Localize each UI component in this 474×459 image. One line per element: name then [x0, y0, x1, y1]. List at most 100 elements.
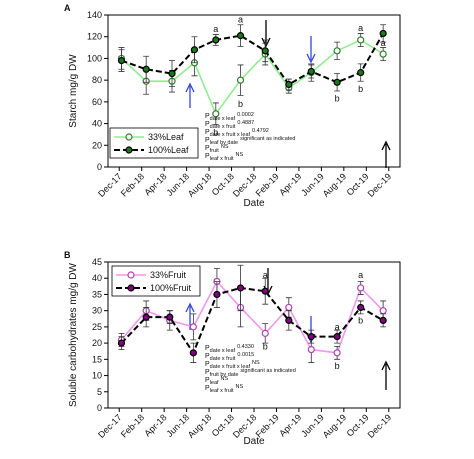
stat-p: P [205, 361, 210, 368]
arrow [381, 140, 391, 168]
series-line [120, 39, 384, 116]
marker [285, 303, 293, 312]
significance-letter: b [238, 99, 243, 109]
series-line [120, 280, 384, 354]
y-tick-label: 80 [92, 75, 102, 85]
stat-line: Pleaf by datesignificant as indicated [205, 136, 295, 146]
stat-line: PfruitNS [205, 144, 229, 154]
y-tick-label: 120 [87, 32, 102, 42]
marker [117, 56, 126, 65]
arrow [185, 82, 195, 108]
marker [261, 287, 269, 295]
stat-line: Pdate x fruit x leafNS [205, 360, 260, 370]
marker [285, 316, 293, 324]
legend-marker [127, 284, 135, 292]
stat-line: Pdate x leaf0.4330 [205, 344, 254, 354]
significance-letter: a [238, 14, 243, 24]
stat-value: significant as indicated [240, 136, 295, 142]
stat-value: 0.4887 [237, 120, 254, 126]
marker [357, 303, 365, 312]
legend-box [111, 265, 201, 297]
stat-value: 0.0015 [237, 352, 254, 358]
stat-p: P [205, 137, 210, 144]
stat-line: Pleaf x fruitNS [205, 152, 243, 162]
stat-sub: date x fruit x leaf [210, 364, 251, 370]
y-axis-title: Starch mg/g DW [68, 54, 79, 128]
legend-label: 100%Fruit [150, 283, 192, 293]
legend-label: 33%Leaf [148, 132, 184, 142]
y-tick-label: 60 [92, 97, 102, 107]
y-tick-label: 35 [92, 289, 102, 299]
stat-line: Pdate x fruit x leaf0.4792 [205, 128, 269, 138]
marker [379, 29, 387, 38]
legend-marker [125, 146, 133, 154]
stat-line: Pdate x leaf0.0002 [205, 112, 254, 122]
marker [189, 323, 197, 331]
significance-letter: b [335, 94, 340, 104]
y-tick-label: 0 [97, 403, 102, 413]
marker [333, 47, 341, 55]
significance-letter: a [263, 270, 268, 280]
marker [117, 339, 126, 347]
marker [379, 307, 387, 315]
legend-label: 33%Fruit [150, 270, 187, 280]
significance-letter: a [335, 322, 340, 332]
legend-marker [127, 271, 135, 279]
stat-p: P [205, 385, 210, 392]
series-line [120, 286, 384, 355]
significance-letter: b [358, 315, 363, 325]
marker [307, 333, 315, 341]
stat-p: P [205, 145, 210, 152]
arrow [306, 36, 316, 64]
marker [357, 68, 365, 77]
stat-value: 0.4330 [237, 344, 254, 350]
stat-value: NS [236, 152, 244, 158]
marker [357, 36, 365, 44]
stat-p: P [205, 377, 210, 384]
significance-letter: a [358, 23, 363, 33]
marker [142, 313, 150, 321]
marker [142, 65, 150, 73]
marker [190, 46, 199, 54]
marker [333, 78, 341, 86]
panel-label: A [64, 3, 71, 13]
y-tick-label: 140 [87, 10, 102, 20]
stat-value: NS [221, 144, 229, 150]
stat-p: P [205, 153, 210, 160]
marker [189, 349, 197, 357]
marker [307, 67, 315, 76]
marker [236, 284, 245, 292]
stat-sub: date x fruit x leaf [210, 132, 251, 138]
stat-p: P [205, 369, 210, 376]
significance-letter: b [358, 84, 363, 94]
stat-sub: leaf by date [210, 140, 238, 146]
significance-letter: a [381, 38, 386, 48]
stat-sub: date x leaf [210, 348, 236, 354]
marker [212, 36, 220, 44]
y-tick-label: 5 [97, 387, 102, 397]
y-tick-label: 30 [92, 306, 102, 316]
stat-p: P [205, 121, 210, 128]
y-tick-label: 40 [92, 273, 102, 283]
stat-value: significant as indicated [240, 368, 295, 374]
significance-letter: a [358, 270, 363, 280]
marker [168, 70, 176, 78]
y-tick-label: 40 [92, 119, 102, 129]
marker [261, 47, 269, 55]
y-tick-label: 20 [92, 338, 102, 348]
stat-value: NS [221, 376, 229, 382]
stat-p: P [205, 129, 210, 136]
stat-p: P [205, 113, 210, 120]
stat-p: P [205, 353, 210, 360]
stat-sub: date x fruit [210, 124, 236, 130]
marker [333, 349, 341, 357]
stat-sub: leaf x fruit [210, 388, 234, 394]
legend-box [109, 127, 199, 159]
significance-letter: b [335, 361, 340, 371]
x-axis-title: Date [243, 198, 265, 209]
legend-label: 100%Leaf [148, 145, 189, 155]
stat-value: NS [252, 360, 260, 366]
stat-sub: fruit by date [210, 372, 239, 378]
stat-sub: date x leaf [210, 116, 236, 122]
